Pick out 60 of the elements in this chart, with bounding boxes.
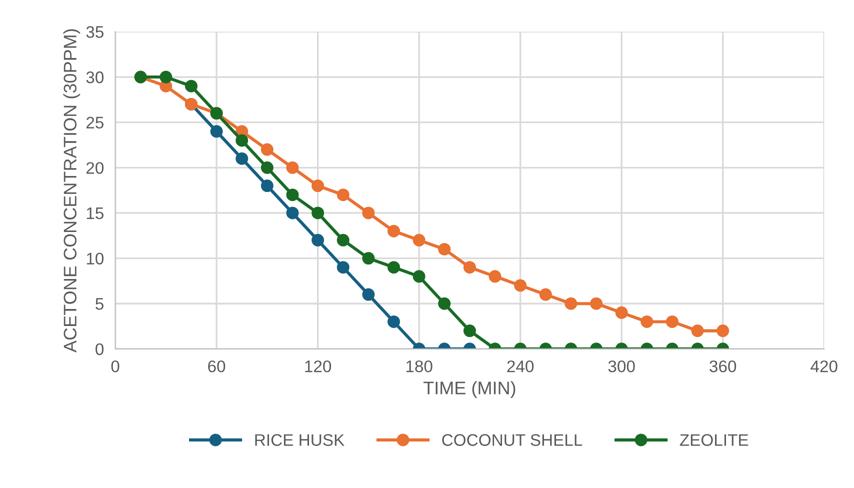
- point: [312, 234, 324, 246]
- x-tick-label: 60: [208, 360, 226, 372]
- legend-label: RICE HUSK: [255, 434, 344, 446]
- x-tick-label: 420: [810, 360, 838, 372]
- point: [210, 125, 223, 138]
- point: [336, 188, 350, 202]
- point: [362, 206, 375, 220]
- point: [438, 297, 451, 310]
- point: [615, 306, 628, 319]
- y-tick-label: 30: [86, 71, 104, 84]
- y-tick-label: 0: [96, 343, 104, 356]
- point: [666, 315, 678, 328]
- legend-label: ZEOLITE: [680, 434, 748, 446]
- point: [160, 70, 172, 84]
- x-tick-label: 360: [710, 360, 736, 372]
- x-tick-label: 240: [507, 360, 534, 372]
- point: [236, 152, 248, 165]
- y-axis-title: ACETONE CONCENTRATION (30PPM): [63, 29, 80, 352]
- point: [716, 324, 730, 338]
- point: [539, 288, 552, 301]
- point: [388, 224, 400, 238]
- point: [438, 242, 451, 256]
- y-tick-label: 5: [96, 298, 104, 310]
- point: [412, 234, 426, 246]
- legend-label: COCONUT SHELL: [442, 434, 582, 446]
- x-tick-label: 0: [111, 360, 120, 372]
- x-axis-title: TIME (MIN): [423, 381, 516, 398]
- y-tick-label: 10: [86, 252, 104, 264]
- point: [260, 180, 274, 192]
- point: [286, 188, 299, 202]
- point: [388, 261, 400, 274]
- x-tick-label: 300: [608, 360, 635, 372]
- point: [286, 161, 299, 174]
- point: [691, 324, 704, 338]
- point: [463, 324, 476, 338]
- point: [336, 261, 350, 274]
- point: [312, 180, 324, 192]
- y-tick-label: 20: [86, 162, 104, 174]
- point: [362, 252, 375, 265]
- y-tick-label: 25: [86, 116, 104, 129]
- point: [312, 206, 324, 220]
- point: [236, 134, 248, 147]
- point: [388, 315, 400, 328]
- y-tick-label: 15: [86, 208, 104, 220]
- point: [514, 279, 527, 292]
- point: [362, 288, 375, 301]
- x-tick-label: 120: [305, 360, 332, 372]
- point: [488, 270, 502, 283]
- point: [260, 143, 274, 156]
- point: [590, 297, 603, 310]
- point: [336, 234, 350, 246]
- point: [412, 270, 426, 283]
- point: [286, 206, 299, 220]
- point: [640, 315, 654, 328]
- point: [260, 161, 274, 174]
- point: [564, 297, 578, 310]
- point: [184, 80, 198, 92]
- point: [463, 261, 476, 274]
- x-tick-label: 180: [406, 360, 432, 372]
- y-tick-label: 35: [86, 26, 104, 38]
